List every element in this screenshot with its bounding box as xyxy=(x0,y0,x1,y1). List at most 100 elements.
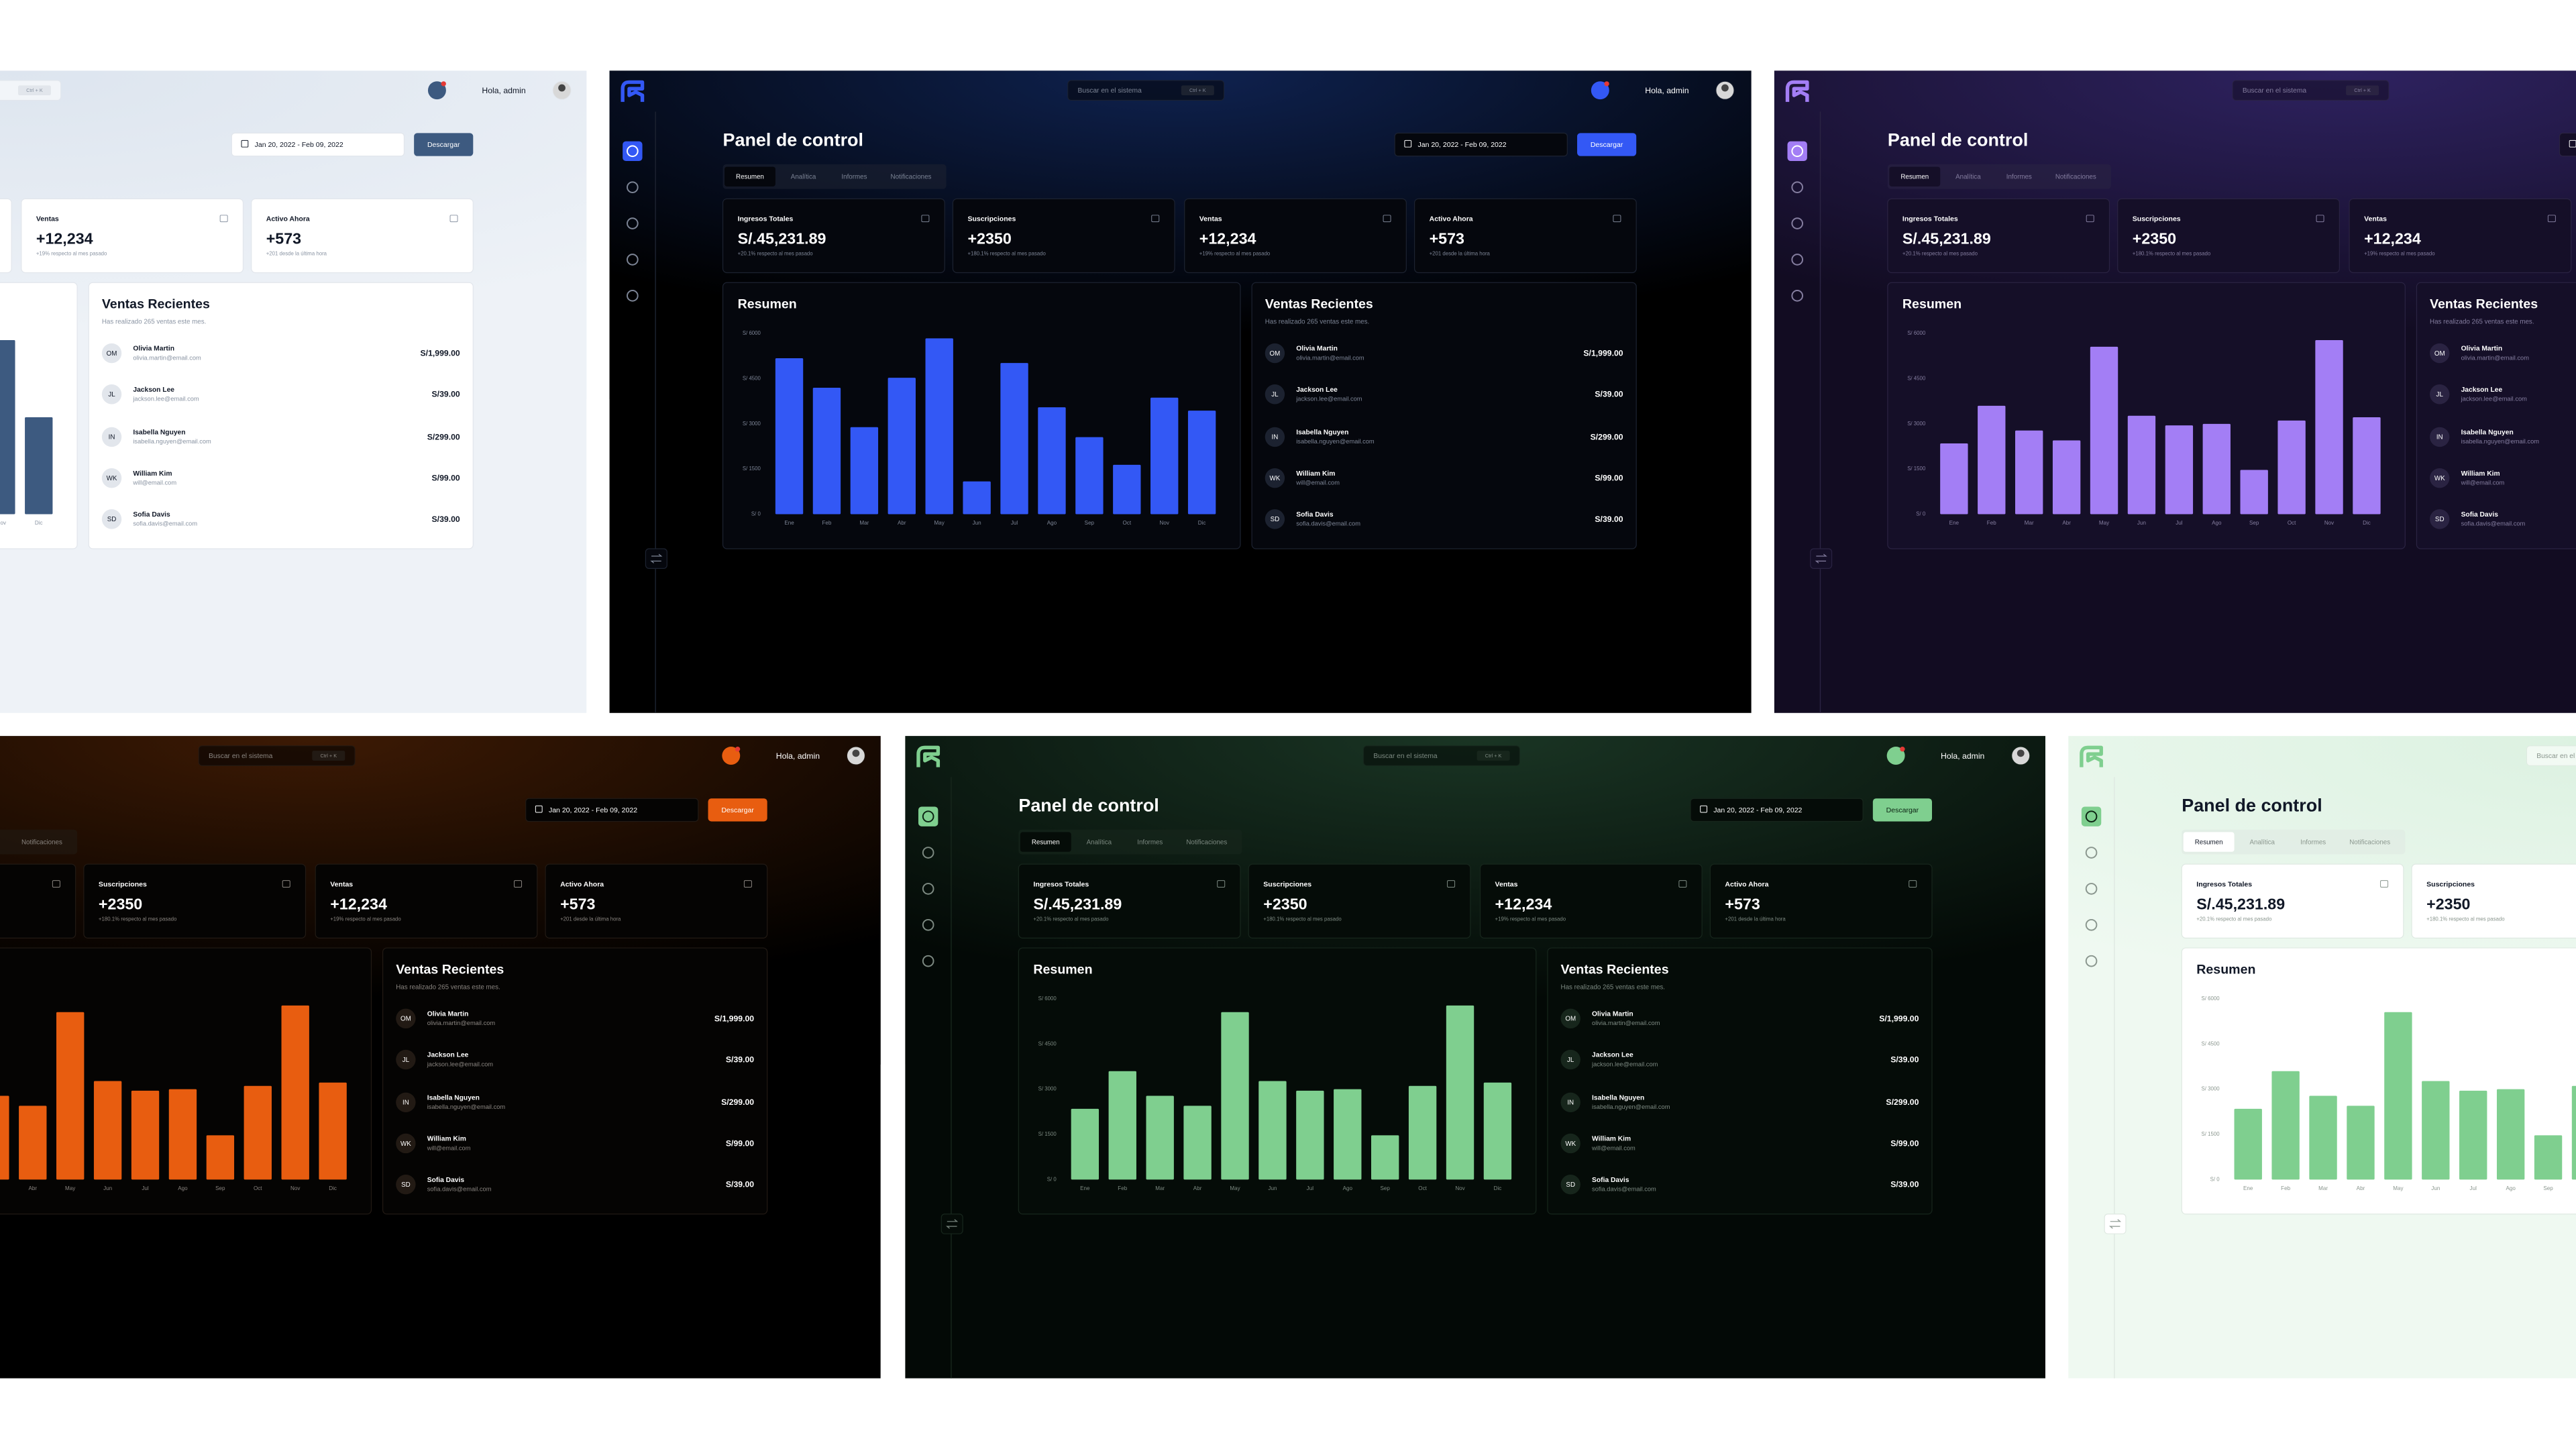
stat-title: Ingresos Totales xyxy=(738,215,794,223)
notification-bell[interactable] xyxy=(722,747,741,765)
sidebar-item[interactable] xyxy=(1791,290,1804,302)
tab[interactable]: Analítica xyxy=(791,174,816,181)
tab[interactable]: Analítica xyxy=(1955,174,1981,181)
stat-icon xyxy=(1447,880,1456,888)
stat-card xyxy=(315,863,538,938)
search-box[interactable] xyxy=(2526,745,2576,766)
tab[interactable]: Resumen xyxy=(724,166,775,186)
bar xyxy=(2015,430,2043,515)
stat-icon xyxy=(449,215,458,223)
tab[interactable]: Informes xyxy=(841,174,867,181)
sidebar-item[interactable] xyxy=(922,847,934,859)
sidebar-item[interactable] xyxy=(623,141,643,161)
x-tick-label: Mar xyxy=(859,520,869,526)
customer-email: sofia.davis@email.com xyxy=(133,521,197,527)
collapse-button[interactable] xyxy=(1810,548,1833,569)
sidebar-active xyxy=(623,141,643,161)
collapse-button[interactable] xyxy=(941,1214,963,1234)
tab[interactable]: Notificaciones xyxy=(2055,174,2096,181)
tab[interactable]: Informes xyxy=(1137,839,1163,846)
sidebar-item[interactable] xyxy=(1791,217,1804,229)
customer-initials: WK xyxy=(1565,1140,1576,1148)
tab[interactable]: Notificaciones xyxy=(2349,839,2390,846)
sidebar-item[interactable] xyxy=(627,290,639,302)
tab[interactable]: Analítica xyxy=(1087,839,1112,846)
tab-label: Analítica xyxy=(2249,839,2275,846)
sale-amount: S/39.00 xyxy=(1890,1180,1919,1189)
stat-note: +201 desde la última hora xyxy=(266,250,327,256)
tab[interactable]: Analítica xyxy=(2249,839,2275,846)
bar xyxy=(1371,1135,1399,1180)
bar xyxy=(2202,423,2231,515)
x-tick-label: Dic xyxy=(1198,520,1206,526)
tab[interactable]: Informes xyxy=(2300,839,2326,846)
stat-note: +20.1% respecto al mes pasado xyxy=(738,250,814,256)
greeting: Hola, admin xyxy=(1645,86,1688,95)
bar xyxy=(2234,1108,2262,1180)
sale-amount: S/1,999.00 xyxy=(421,348,460,358)
tab[interactable]: Resumen xyxy=(2183,832,2235,852)
customer-avatar xyxy=(2430,384,2450,405)
stat-title: Activo Ahora xyxy=(560,881,604,889)
sidebar-item[interactable] xyxy=(922,955,934,967)
tab[interactable]: Notificaciones xyxy=(891,174,932,181)
date-picker[interactable] xyxy=(231,132,405,157)
tab[interactable]: Notificaciones xyxy=(21,839,62,846)
tab[interactable]: Informes xyxy=(2006,174,2032,181)
bar xyxy=(775,358,804,515)
sidebar-item[interactable] xyxy=(1791,254,1804,266)
sidebar-item[interactable] xyxy=(1787,141,1807,161)
bar xyxy=(1075,437,1104,515)
sidebar-item[interactable] xyxy=(627,254,639,266)
customer-email: sofia.davis@email.com xyxy=(1592,1186,1656,1193)
tab[interactable]: Notificaciones xyxy=(1186,839,1227,846)
sidebar-item[interactable] xyxy=(2085,883,2098,895)
collapse-button[interactable] xyxy=(2104,1214,2127,1234)
x-tick-label: Dic xyxy=(35,520,43,526)
sale-amount: S/39.00 xyxy=(726,1055,754,1065)
customer-name: Olivia Martin xyxy=(427,1010,469,1018)
customer-avatar xyxy=(2430,343,2450,364)
customer-name: William Kim xyxy=(2461,470,2500,478)
customer-name: Jackson Lee xyxy=(1592,1052,1633,1059)
sidebar-item[interactable] xyxy=(2085,955,2098,967)
bar xyxy=(850,427,879,515)
sidebar-item[interactable] xyxy=(627,181,639,194)
stat-value: +12,234 xyxy=(1495,896,1552,913)
notification-dot xyxy=(735,747,741,752)
download-button[interactable] xyxy=(708,798,767,822)
customer-email: isabella.nguyen@email.com xyxy=(1592,1104,1670,1110)
download-button[interactable] xyxy=(414,133,474,156)
sidebar-item[interactable] xyxy=(1791,181,1804,194)
date-picker[interactable] xyxy=(1690,798,1864,822)
download-button[interactable] xyxy=(1577,133,1637,156)
notification-bell[interactable] xyxy=(427,81,446,100)
date-picker[interactable] xyxy=(525,798,699,822)
date-picker[interactable] xyxy=(2559,132,2576,157)
customer-avatar xyxy=(2430,509,2450,529)
collapse-button[interactable] xyxy=(645,548,667,569)
customer-avatar xyxy=(1265,468,1285,488)
notification-bell[interactable] xyxy=(1591,81,1609,100)
customer-avatar xyxy=(396,1008,416,1029)
recent-subtitle: Has realizado 265 ventas este mes. xyxy=(2430,319,2534,326)
sidebar-item[interactable] xyxy=(627,217,639,229)
tab[interactable]: Resumen xyxy=(1020,832,1071,852)
sidebar-item[interactable] xyxy=(2085,847,2098,859)
sale-amount: S/299.00 xyxy=(427,432,460,441)
y-tick-label: S/ 4500 xyxy=(743,376,761,382)
sidebar-item[interactable] xyxy=(922,918,934,931)
sidebar-item[interactable] xyxy=(2085,918,2098,931)
tab-bar xyxy=(0,829,78,855)
x-tick-label: May xyxy=(1230,1185,1240,1191)
customer-initials: WK xyxy=(1270,475,1281,482)
sidebar-item[interactable] xyxy=(918,806,938,826)
tab-label: Notificaciones xyxy=(2055,174,2096,181)
tab[interactable]: Resumen xyxy=(1889,166,1941,186)
sidebar-item[interactable] xyxy=(922,883,934,895)
shortcut-badge xyxy=(2346,85,2379,96)
download-button[interactable] xyxy=(1872,798,1932,822)
notification-bell[interactable] xyxy=(1886,747,1905,765)
sidebar-item[interactable] xyxy=(2081,806,2102,826)
date-picker[interactable] xyxy=(1394,132,1568,157)
